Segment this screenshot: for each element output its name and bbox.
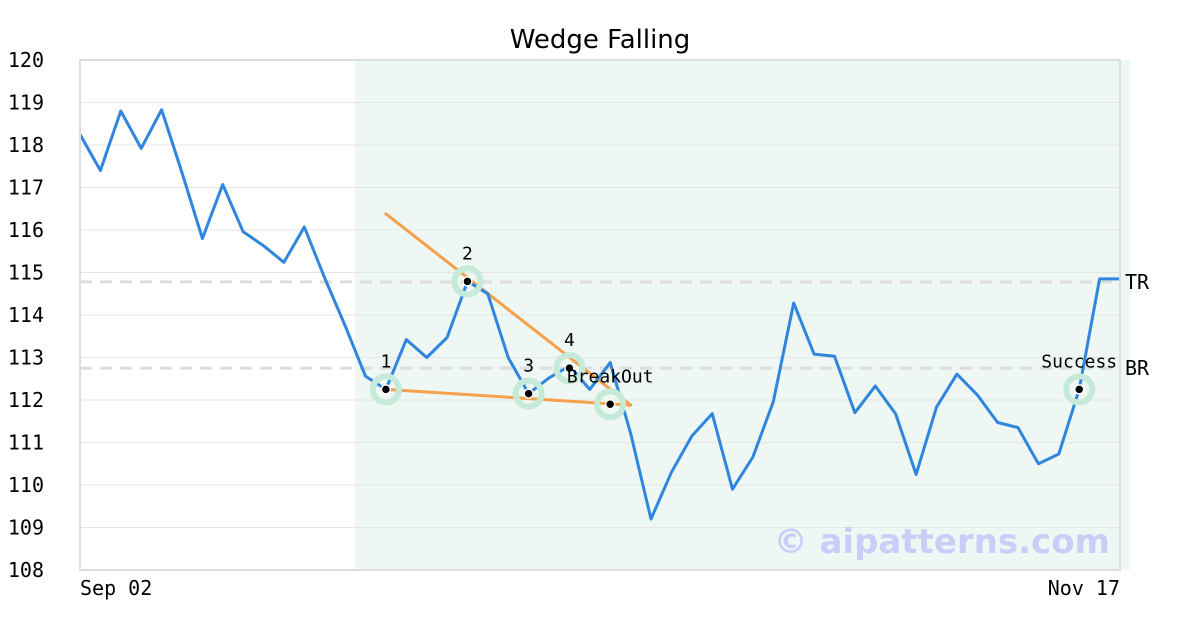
y-tick-label: 112: [8, 388, 44, 412]
marker-label: BreakOut: [567, 366, 654, 387]
y-tick-label: 119: [8, 91, 44, 115]
marker-halo: [594, 388, 627, 421]
y-tick-label: 111: [8, 431, 44, 455]
marker-halo: [369, 373, 402, 406]
y-tick-label: 113: [8, 346, 44, 370]
lower-trendline: [384, 387, 633, 407]
y-tick-label: 117: [8, 176, 44, 200]
y-tick-label: 120: [8, 48, 44, 72]
marker-point: [380, 384, 392, 395]
marker-label: 4: [564, 330, 575, 351]
level-label-tr: TR: [1125, 270, 1150, 294]
level-label-br: BR: [1125, 356, 1150, 380]
upper-trendline: [384, 212, 633, 407]
marker-halo: [1063, 373, 1096, 406]
marker-label: 2: [462, 243, 473, 264]
y-tick-label: 115: [8, 261, 44, 285]
y-tick-label: 109: [8, 516, 44, 540]
marker-point: [604, 399, 616, 410]
marker-point: [1073, 384, 1085, 395]
y-tick-label: 118: [8, 133, 44, 157]
x-tick-label: Sep 02: [80, 576, 152, 600]
marker-halo: [553, 352, 586, 385]
x-tick-label: Nov 17: [1048, 576, 1120, 600]
marker-halo: [451, 265, 484, 298]
marker-label: 3: [523, 356, 534, 377]
marker-halo: [512, 377, 545, 410]
chart-title: Wedge Falling: [510, 25, 691, 55]
y-tick-label: 116: [8, 218, 44, 242]
price-line: [78, 108, 1120, 521]
marker-label: Success: [1041, 351, 1117, 372]
marker-point: [462, 276, 473, 287]
plot-frame: [79, 59, 1121, 571]
marker-point: [564, 362, 575, 374]
y-tick-label: 110: [8, 473, 44, 497]
y-tick-label: 114: [8, 303, 44, 327]
y-tick-label: 108: [8, 558, 44, 582]
marker-label: 1: [380, 351, 391, 372]
watermark-text: © aipatterns.com: [774, 522, 1110, 562]
marker-point: [523, 388, 534, 399]
